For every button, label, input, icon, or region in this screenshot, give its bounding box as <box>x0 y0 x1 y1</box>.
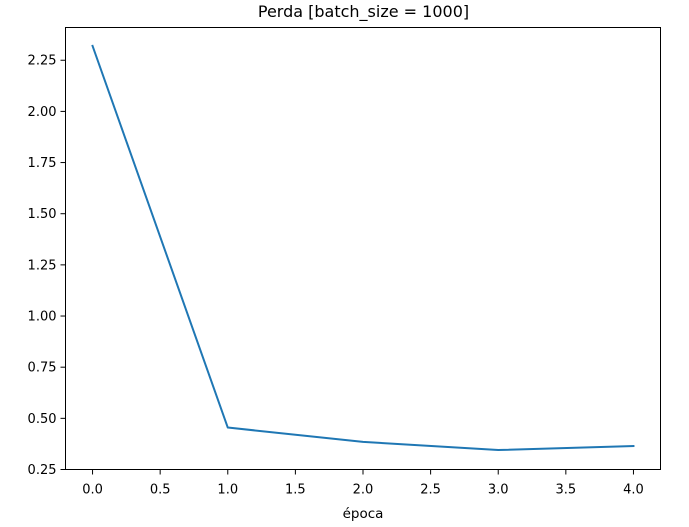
y-tick-label: 0.25 <box>28 463 57 478</box>
y-tick-label: 0.75 <box>28 361 57 376</box>
x-tick-label: 0.5 <box>150 483 171 498</box>
loss-series-line <box>91 44 635 452</box>
y-tick-label: 1.75 <box>28 156 57 171</box>
x-tick-label: 4.0 <box>623 483 644 498</box>
x-tick-label: 2.5 <box>420 483 441 498</box>
x-axis: 0.0 0.5 1.0 1.5 2.0 2.5 3.0 3.5 4.0 <box>82 469 644 498</box>
x-axis-label: época <box>343 506 384 522</box>
y-tick-label: 2.25 <box>28 54 57 69</box>
y-axis: 0.25 0.50 0.75 1.00 1.25 1.50 1.75 2.00 2.25 <box>28 54 66 478</box>
x-tick-label: 3.5 <box>555 483 576 498</box>
axes-frame <box>65 27 661 470</box>
x-tick-label: 1.0 <box>217 483 238 498</box>
chart-title: Perda [batch_size = 1000] <box>258 2 469 22</box>
y-tick-label: 2.00 <box>28 105 57 120</box>
x-tick-label: 1.5 <box>285 483 306 498</box>
y-tick-label: 1.50 <box>28 207 57 222</box>
y-tick-label: 1.00 <box>28 310 57 325</box>
y-tick-label: 1.25 <box>28 258 57 273</box>
x-tick-label: 2.0 <box>353 483 374 498</box>
y-tick-label: 0.50 <box>28 412 57 427</box>
x-tick-label: 0.0 <box>82 483 103 498</box>
series-layer <box>91 44 635 452</box>
x-tick-label: 3.0 <box>488 483 509 498</box>
